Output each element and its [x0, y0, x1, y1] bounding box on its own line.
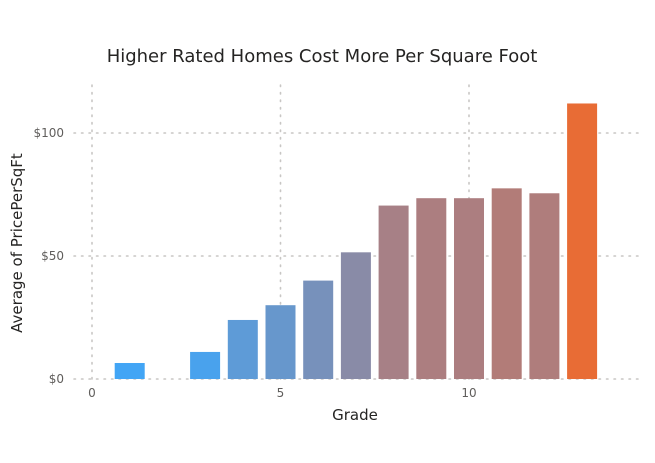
bars — [114, 103, 598, 379]
y-axis-tick-labels: $0 $50 $100 — [33, 126, 64, 386]
x-tick-label: 5 — [277, 386, 285, 400]
bar-grade-13[interactable] — [567, 103, 598, 379]
bar-grade-10[interactable] — [454, 198, 484, 379]
x-tick-label: 10 — [461, 386, 476, 400]
bar-grade-4[interactable] — [227, 319, 258, 379]
y-axis-title: Average of PricePerSqFt — [8, 153, 26, 333]
bar-grade-1[interactable] — [114, 363, 145, 379]
bar-grade-3[interactable] — [190, 351, 221, 379]
x-axis-title: Grade — [332, 406, 378, 424]
x-tick-label: 0 — [88, 386, 96, 400]
x-axis-tick-labels: 0 5 10 — [88, 386, 476, 400]
chart-title: Higher Rated Homes Cost More Per Square … — [107, 46, 538, 67]
y-tick-label: $50 — [41, 249, 64, 263]
bar-grade-8[interactable] — [378, 205, 409, 379]
bar-grade-6[interactable] — [303, 280, 334, 379]
y-tick-label: $0 — [49, 372, 64, 386]
bar-grade-5[interactable] — [265, 305, 296, 379]
bar-grade-9[interactable] — [416, 198, 447, 379]
bar-grade-12[interactable] — [529, 193, 560, 379]
bar-grade-7[interactable] — [340, 252, 371, 379]
y-tick-label: $100 — [33, 126, 64, 140]
bar-grade-11[interactable] — [491, 188, 522, 379]
